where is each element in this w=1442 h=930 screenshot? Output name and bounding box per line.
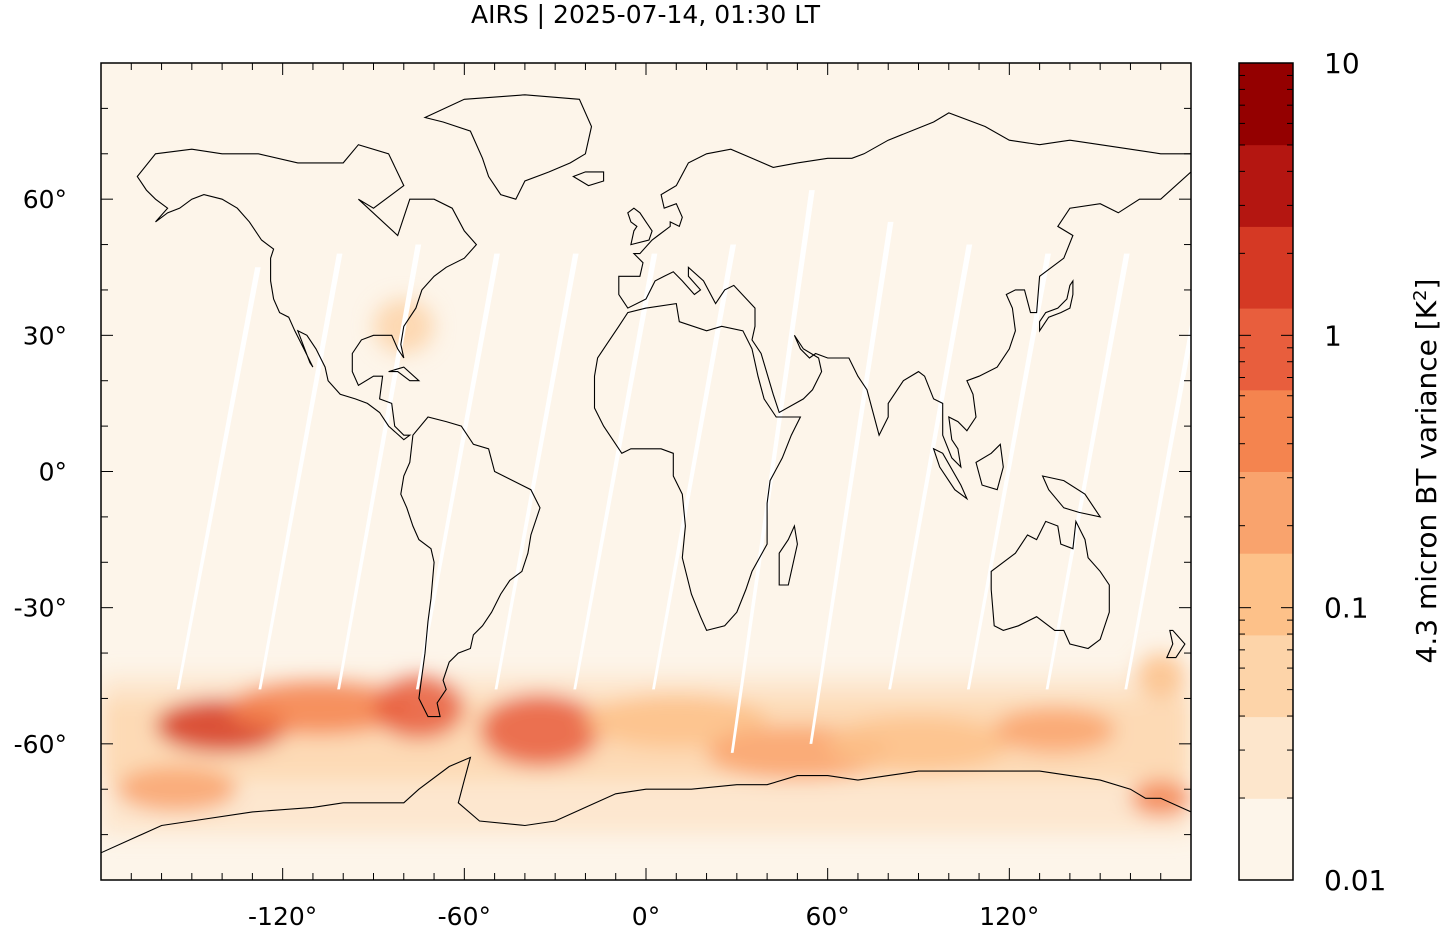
swath-gap [1124, 319, 1191, 690]
map-title: AIRS | 2025-07-14, 01:30 LT [471, 0, 820, 29]
y-axis-labels: 60° 30° 0° -30° -60° [14, 185, 67, 759]
swath-gap [730, 190, 815, 753]
coastlines [101, 94, 1191, 854]
swath-gap [176, 267, 261, 690]
variance-region [994, 707, 1116, 753]
x-tick-label: -60° [438, 902, 491, 930]
colorbar [1238, 62, 1294, 881]
coastline-antarctica-coast [101, 756, 1191, 854]
colorbar-segment [1239, 716, 1293, 799]
colorbar-segment [1239, 308, 1293, 391]
coastline-eurasia [618, 112, 1191, 469]
variance-region [1136, 653, 1185, 699]
y-tick-label: 30° [23, 321, 67, 350]
swath-gap [258, 253, 343, 690]
axis-ticks [101, 63, 1192, 880]
swath-gap [888, 244, 973, 690]
coastline-south-america [400, 416, 541, 718]
colorbar-segment [1239, 471, 1293, 554]
variance-region [228, 680, 410, 735]
coastline-australia [990, 519, 1110, 650]
colorbar-segment [1239, 553, 1293, 636]
colorbar-segment [1239, 389, 1293, 472]
variance-field [101, 299, 1191, 835]
swath-gap [337, 244, 422, 690]
x-axis-labels: -120° -60° 0° 60° 120° [248, 902, 1039, 930]
y-tick-label: 60° [23, 185, 67, 214]
coastline-new-zealand [1165, 629, 1186, 659]
variance-region [827, 716, 1010, 772]
swath-gap [573, 253, 658, 690]
coastline-madagascar [778, 524, 798, 586]
colorbar-segment [1239, 144, 1293, 227]
x-tick-label: 120° [979, 902, 1039, 930]
coastline-borneo [975, 443, 1004, 491]
coastline-cuba [388, 366, 421, 382]
y-tick-label: -30° [14, 594, 67, 623]
colorbar-tick-label: 1 [1324, 319, 1342, 352]
colorbar-frame [1238, 62, 1294, 881]
map-panel [101, 63, 1191, 880]
swath-gap [415, 253, 500, 690]
coastline-new-guinea [1041, 475, 1102, 518]
y-tick-label: -60° [14, 730, 67, 759]
coastline-north-america [136, 144, 478, 441]
variance-region [479, 693, 601, 767]
variance-region [373, 675, 465, 740]
swath-gap [966, 253, 1051, 690]
colorbar-label: 4.3 micron BT variance [K2] [1410, 279, 1442, 664]
x-tick-label: -120° [248, 902, 317, 930]
colorbar-tick-label: 0.1 [1324, 592, 1369, 625]
variance-region [585, 693, 768, 749]
coastline-greenland [423, 94, 593, 200]
swath-gap [809, 221, 894, 744]
colorbar-tick-label: 0.01 [1324, 864, 1386, 897]
coastline-sumatra [932, 447, 969, 501]
colorbar-segment [1239, 226, 1293, 309]
colorbar-segment [1239, 798, 1293, 881]
variance-region [116, 766, 238, 812]
variance-blobs [101, 299, 1191, 835]
colorbar-tick-labels: 10 1 0.1 0.01 [1324, 47, 1386, 897]
colorbar-tick-label: 10 [1324, 47, 1360, 80]
x-tick-label: 60° [806, 902, 850, 930]
coastline-africa [593, 302, 802, 632]
x-tick-label: 0° [632, 902, 660, 930]
swath-gap [652, 244, 737, 690]
swath-gap [1045, 253, 1130, 690]
colorbar-segment [1239, 634, 1293, 718]
y-tick-label: 0° [39, 458, 67, 487]
coastline-uk [627, 207, 653, 246]
coastline-iceland [572, 171, 605, 187]
swath-gap [494, 253, 579, 690]
coastline-japan [1039, 279, 1074, 333]
colorbar-segment [1239, 63, 1293, 146]
swath-gaps [176, 190, 1191, 753]
